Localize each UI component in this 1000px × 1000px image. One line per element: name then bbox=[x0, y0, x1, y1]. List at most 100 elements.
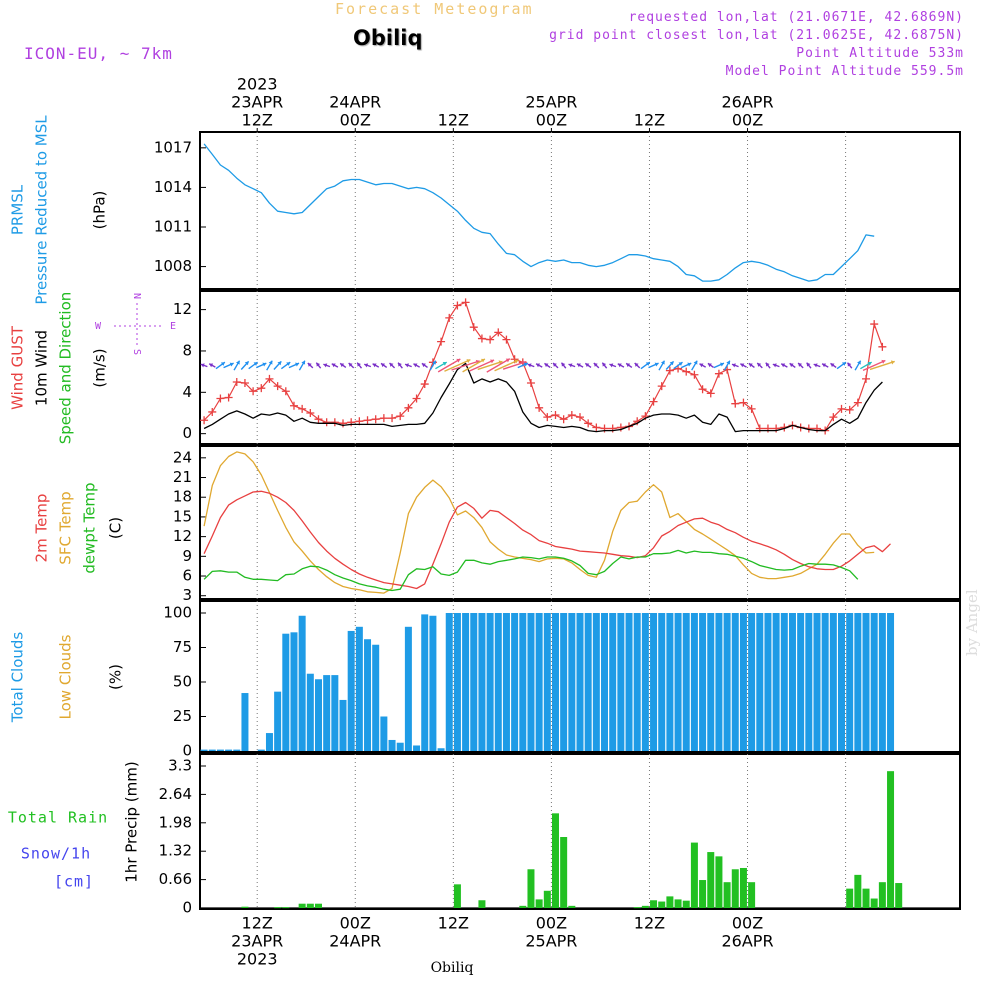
wind-direction-arrow bbox=[389, 362, 396, 369]
wind-direction-arrow bbox=[601, 362, 608, 369]
wind-gust-point bbox=[837, 404, 846, 413]
wind-direction-label: Speed and Direction bbox=[57, 292, 75, 445]
total-clouds-bar bbox=[511, 613, 519, 751]
wind-gust-point bbox=[576, 413, 584, 422]
temp-2m-label: 2m Temp bbox=[33, 494, 51, 563]
wind-arrow-shaft bbox=[486, 358, 511, 373]
temp-ytick-label: 15 bbox=[173, 507, 192, 525]
wind-gust-point bbox=[404, 403, 413, 412]
pressure-ytick-label: 1014 bbox=[154, 178, 192, 196]
wind-direction-arrow bbox=[380, 362, 388, 369]
wind-arrow-head bbox=[277, 361, 282, 366]
total-clouds-bar bbox=[535, 613, 543, 751]
wind-gust-point bbox=[567, 411, 576, 420]
wind-arrow-head bbox=[626, 363, 631, 368]
wind-gust-point bbox=[535, 403, 544, 412]
precip-bar bbox=[682, 900, 690, 908]
requested-coords: requested lon,lat (21.0671E, 42.6869N) bbox=[628, 10, 964, 25]
wind-direction-arrow bbox=[723, 360, 731, 371]
total-clouds-bar bbox=[715, 613, 723, 751]
wind-arrow-head bbox=[498, 360, 503, 365]
wind-gust-point bbox=[437, 337, 446, 346]
wind-direction-arrow bbox=[323, 363, 331, 368]
total-clouds-bar bbox=[862, 613, 870, 751]
total-clouds-bar bbox=[502, 613, 510, 751]
wind-direction-arrow bbox=[740, 363, 747, 368]
wind-gust-point bbox=[216, 394, 225, 403]
clouds-ytick-label: 50 bbox=[173, 673, 192, 691]
pressure-label: PRMSL bbox=[9, 184, 27, 235]
total-clouds-bar bbox=[592, 613, 600, 751]
precip-ytick-label: 0.66 bbox=[159, 870, 192, 888]
total-clouds-bar bbox=[208, 749, 216, 751]
snow-unit-label: [cm] bbox=[54, 873, 94, 891]
wind-arrow-head bbox=[798, 363, 803, 367]
wind-arrow-shaft bbox=[862, 359, 886, 372]
total-clouds-bar bbox=[797, 613, 805, 751]
wind-direction-arrow bbox=[869, 360, 895, 371]
wind-arrow-head bbox=[466, 359, 471, 363]
wind-arrow-head bbox=[890, 360, 895, 365]
wind-gust-point bbox=[306, 408, 315, 417]
total-clouds-bar bbox=[429, 615, 437, 751]
total-clouds-bar bbox=[331, 675, 339, 751]
wind-direction-arrow bbox=[731, 363, 739, 368]
pressure-ytick-label: 1008 bbox=[154, 257, 192, 275]
wind-arrow-shaft bbox=[502, 361, 527, 370]
wind-gust-point bbox=[690, 370, 699, 379]
wind-arrow-head bbox=[527, 363, 532, 368]
wind-gust-point bbox=[559, 415, 568, 424]
wind-gust-point bbox=[363, 416, 372, 425]
wind-arrow-head bbox=[781, 363, 786, 368]
wind-direction-arrow bbox=[348, 362, 355, 369]
model-label: ICON-EU, ~ 7km bbox=[24, 44, 173, 63]
total-clouds-bar bbox=[470, 613, 478, 751]
total-clouds-bar bbox=[821, 613, 829, 751]
precip-bar bbox=[699, 880, 707, 908]
wind-arrow-head bbox=[405, 363, 410, 368]
top-time-label: 00Z bbox=[340, 111, 371, 130]
precip-bar bbox=[543, 890, 551, 908]
precip-bar bbox=[658, 901, 666, 908]
wind-direction-arrow bbox=[658, 360, 666, 371]
footer-station-label: Obiliq bbox=[431, 960, 474, 976]
wind-gust-point bbox=[608, 424, 617, 433]
wind-gust-point bbox=[829, 413, 838, 422]
bottom-time-label: 12Z bbox=[438, 914, 469, 933]
wind-arrow-head bbox=[340, 363, 345, 368]
wind-gust-point bbox=[281, 387, 290, 396]
wind-arrow-head bbox=[544, 363, 549, 368]
wind-arrow-head bbox=[364, 363, 369, 368]
total-clouds-bar bbox=[306, 673, 314, 751]
wind-arrow-head bbox=[789, 363, 794, 368]
wind-direction-arrow bbox=[331, 363, 339, 368]
wind-direction-arrow bbox=[413, 363, 420, 368]
wind-arrow-head bbox=[372, 363, 377, 368]
clouds-ytick-label: 100 bbox=[163, 604, 192, 622]
compass-e: E bbox=[170, 321, 176, 332]
precip-bar bbox=[723, 882, 731, 908]
wind-ytick-label: 8 bbox=[182, 341, 192, 359]
wind-gust-point bbox=[526, 379, 535, 388]
total-clouds-bar bbox=[576, 613, 584, 751]
wind-arrow-head bbox=[841, 362, 846, 366]
wind-direction-arrow bbox=[535, 363, 543, 368]
wind-gust-point bbox=[665, 366, 674, 375]
precip-bar bbox=[519, 905, 527, 908]
wind-gust-point bbox=[486, 335, 495, 344]
wind-arrow-head bbox=[316, 362, 321, 367]
wind-direction-arrow bbox=[215, 361, 226, 370]
wind-gust-point bbox=[494, 328, 503, 337]
wind-gust-point bbox=[314, 415, 323, 424]
precip-ytick-label: 2.64 bbox=[159, 785, 192, 803]
temp-ytick-label: 9 bbox=[182, 547, 192, 565]
wind-gust-point bbox=[298, 404, 307, 413]
wind-arrow-head bbox=[398, 362, 402, 367]
total-clouds-bar bbox=[233, 749, 241, 751]
wind-gust-point bbox=[862, 374, 871, 383]
wind-direction-arrow bbox=[862, 359, 886, 372]
wind-arrow-head bbox=[262, 362, 267, 367]
pressure-ytick-label: 1017 bbox=[154, 138, 192, 156]
wind-arrow-head bbox=[731, 363, 736, 368]
